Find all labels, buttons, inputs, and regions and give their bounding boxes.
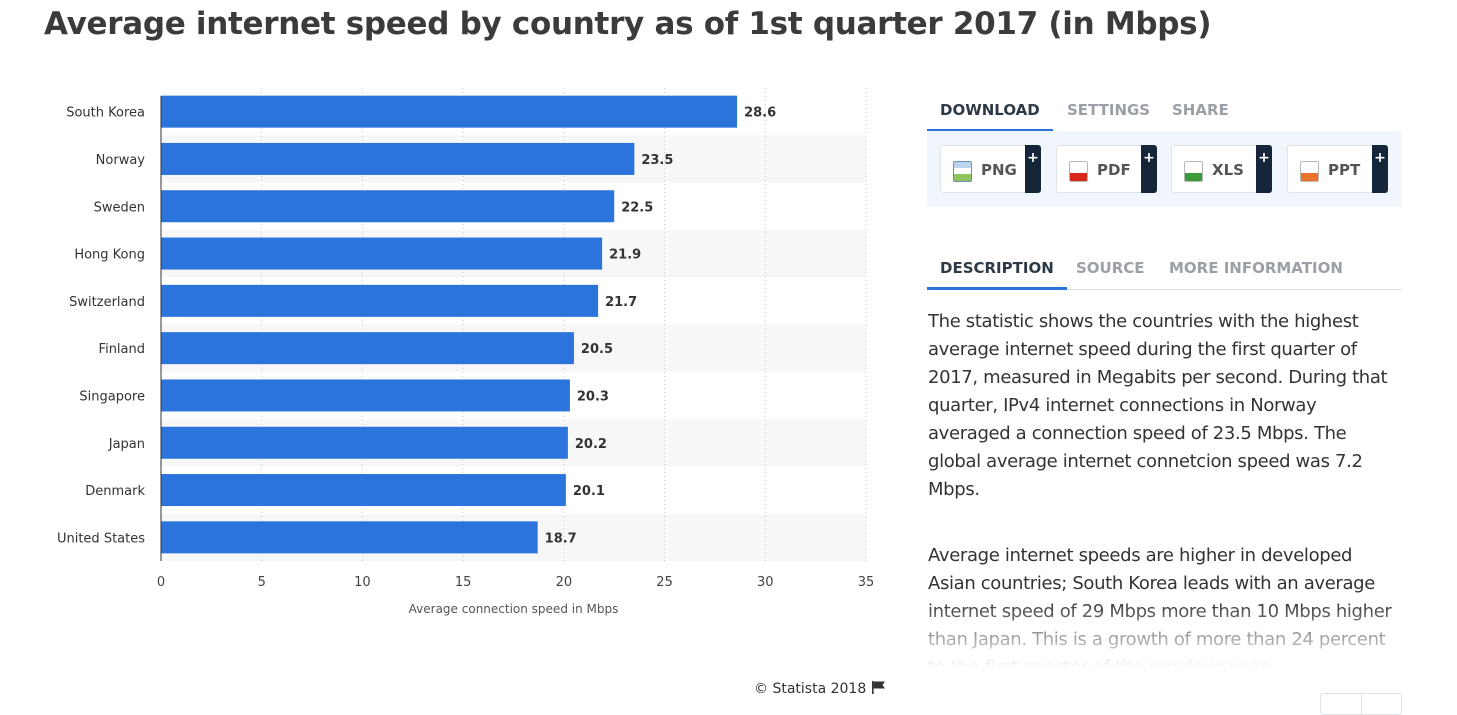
pdf-label: PDF — [1097, 161, 1131, 179]
ppt-plus-icon[interactable]: + — [1372, 145, 1388, 193]
corner-controls[interactable] — [1320, 693, 1402, 715]
png-file-icon — [953, 161, 972, 182]
credit-text: © Statista 2018 — [754, 681, 867, 697]
tab-settings[interactable]: SETTINGS — [1067, 101, 1151, 119]
x-tick-label: 30 — [757, 575, 774, 590]
tab-description[interactable]: DESCRIPTION — [927, 249, 1067, 290]
page-title: Average internet speed by country as of … — [44, 6, 1212, 42]
data-label: 20.2 — [575, 437, 607, 452]
category-label: Finland — [99, 342, 145, 357]
category-label: South Korea — [66, 106, 145, 121]
download-pdf-button[interactable]: PDF + — [1056, 145, 1157, 193]
tab-download[interactable]: DOWNLOAD — [927, 91, 1053, 132]
info-tabs: DESCRIPTION SOURCE MORE INFORMATION — [927, 249, 1402, 290]
x-tick-label: 35 — [858, 575, 875, 590]
tab-share[interactable]: SHARE — [1172, 101, 1229, 119]
flag-icon[interactable] — [871, 680, 887, 694]
download-panel: PNG + PDF + XLS + PPT + — [927, 131, 1402, 207]
png-plus-icon[interactable]: + — [1025, 145, 1041, 193]
category-label: Japan — [108, 437, 145, 452]
category-label: Switzerland — [69, 295, 145, 310]
x-tick-label: 25 — [656, 575, 673, 590]
data-label: 21.7 — [605, 295, 637, 310]
category-label: United States — [57, 531, 145, 546]
x-tick-label: 0 — [157, 575, 165, 590]
data-label: 23.5 — [641, 153, 673, 168]
x-tick-label: 15 — [455, 575, 472, 590]
category-label: Sweden — [94, 200, 145, 215]
x-axis-title: Average connection speed in Mbps — [409, 602, 619, 616]
bar — [161, 332, 574, 365]
bar — [161, 426, 568, 459]
bar-chart: South Korea Norway Sweden Hong Kong Switzerl… — [57, 88, 874, 616]
download-tabs: DOWNLOAD SETTINGS SHARE — [927, 91, 1402, 132]
bar — [161, 95, 738, 128]
corner-divider — [1361, 694, 1362, 714]
download-ppt-button[interactable]: PPT + — [1287, 145, 1388, 193]
download-xls-button[interactable]: XLS + — [1171, 145, 1272, 193]
x-tick-label: 5 — [258, 575, 266, 590]
xls-file-icon — [1184, 161, 1203, 182]
tab-more-information[interactable]: MORE INFORMATION — [1169, 259, 1343, 277]
ppt-label: PPT — [1328, 161, 1361, 179]
pdf-plus-icon[interactable]: + — [1141, 145, 1157, 193]
data-label: 21.9 — [609, 248, 641, 263]
data-label: 18.7 — [545, 531, 577, 546]
category-label: Denmark — [85, 484, 145, 499]
bar — [161, 190, 615, 223]
category-label: Norway — [96, 153, 146, 168]
xls-plus-icon[interactable]: + — [1256, 145, 1272, 193]
bar — [161, 474, 566, 507]
tab-source[interactable]: SOURCE — [1076, 259, 1145, 277]
data-label: 28.6 — [744, 106, 776, 121]
pdf-file-icon — [1069, 161, 1088, 182]
data-labels: 28.6 23.5 22.5 21.9 21.7 20.5 20.3 20.2 20.1 18.7 — [545, 106, 776, 547]
bars — [161, 95, 738, 554]
bar — [161, 521, 538, 554]
description-fade — [920, 600, 1410, 680]
bar — [161, 237, 603, 270]
data-label: 20.3 — [577, 389, 609, 404]
data-label: 22.5 — [621, 200, 653, 215]
x-tick-label: 20 — [556, 575, 573, 590]
description-paragraph-1: The statistic shows the countries with t… — [928, 311, 1388, 500]
bar — [161, 142, 635, 175]
category-label: Singapore — [79, 389, 145, 404]
download-png-button[interactable]: PNG + — [940, 145, 1041, 193]
xls-label: XLS — [1212, 161, 1244, 179]
data-label: 20.1 — [573, 484, 605, 499]
ppt-file-icon — [1300, 161, 1319, 182]
grid-lines — [261, 88, 867, 561]
data-label: 20.5 — [581, 342, 613, 357]
png-label: PNG — [981, 161, 1017, 179]
x-tick-label: 10 — [354, 575, 371, 590]
bar — [161, 284, 599, 317]
x-tick-labels: 0 5 10 15 20 25 30 35 — [157, 575, 874, 590]
bar — [161, 379, 570, 412]
category-labels: South Korea Norway Sweden Hong Kong Switzerl… — [57, 106, 145, 547]
category-label: Hong Kong — [74, 248, 145, 263]
statista-credit[interactable]: © Statista 2018 — [754, 680, 887, 697]
